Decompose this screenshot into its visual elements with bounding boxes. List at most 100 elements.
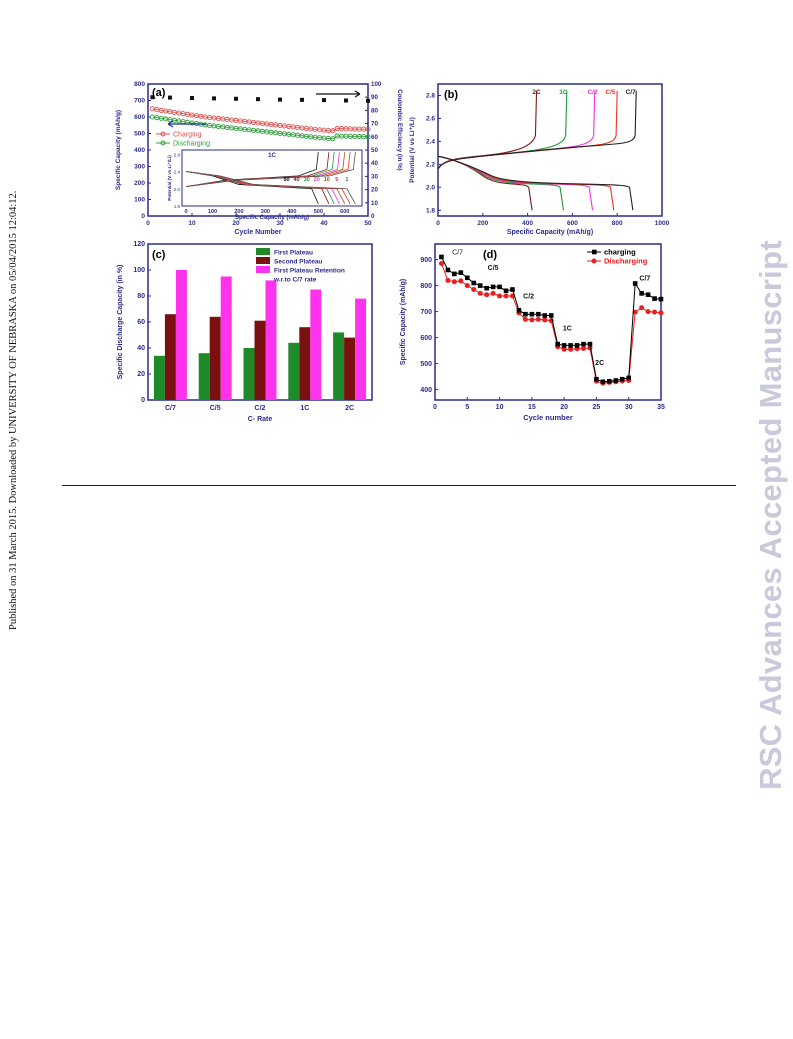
efficiency-point (278, 97, 282, 102)
x-tick-label: 20 (560, 404, 568, 411)
charging-point (652, 296, 657, 301)
legend-label: w.r.to C/7 rate (273, 277, 317, 284)
inset-cycle-label: 30 (304, 177, 310, 183)
efficiency-point (234, 96, 238, 101)
y-tick-label: 2.4 (426, 138, 435, 145)
left-axis-arrow (167, 120, 206, 128)
page-divider (62, 485, 736, 486)
y-tick-label: 0 (141, 213, 145, 220)
y2-tick-label: 20 (371, 187, 378, 194)
x-axis-label: Cycle number (523, 413, 573, 422)
y2-tick-label: 70 (371, 121, 378, 128)
charging-point (536, 311, 541, 317)
bar (310, 289, 322, 400)
y-tick-label: 2.2 (426, 161, 435, 168)
y2-tick-label: 50 (371, 147, 378, 154)
curve-label: 1C (559, 89, 568, 96)
charging-point (529, 311, 535, 317)
bar (254, 320, 266, 400)
efficiency-point (256, 97, 260, 102)
y-tick-label: 0 (141, 397, 145, 404)
charging-point (594, 376, 599, 382)
discharging-point (477, 290, 483, 296)
charging-point (574, 343, 580, 348)
x-tick-label: 400 (522, 220, 533, 227)
legend-label: Second Plateau (274, 259, 322, 266)
x-tick-label: 0 (146, 220, 150, 227)
y-tick-label: 700 (420, 309, 432, 316)
inset-cycle-label: 20 (314, 177, 320, 183)
panel-label: (d) (483, 249, 497, 261)
y2-tick-label: 40 (371, 160, 378, 167)
charging-point (471, 280, 477, 286)
legend-marker (160, 131, 166, 137)
y-tick-label: 200 (134, 180, 145, 187)
charging-point (510, 287, 515, 292)
charging-point (365, 126, 371, 132)
inset-cycle-label: 1 (345, 177, 348, 183)
efficiency-point (212, 96, 216, 101)
panel-label: (b) (444, 89, 458, 101)
legend-marker (160, 140, 166, 146)
discharging-point (464, 283, 470, 289)
discharging-point (658, 310, 664, 316)
legend-label: Charging (173, 132, 202, 139)
charging-point (477, 283, 483, 288)
discharging-point (542, 317, 548, 323)
charging-point (542, 313, 548, 318)
y-tick-label: 700 (134, 98, 145, 105)
efficiency-point (322, 98, 326, 103)
charging-point (484, 285, 489, 291)
discharging-point (561, 346, 567, 352)
y-tick-label: 500 (134, 131, 145, 138)
charging-point (600, 379, 606, 385)
discharging-point (497, 293, 503, 299)
panel-b-voltage-profile-chart: (b) 0 200 400 600 800 1000 1.8 2.0 2.2 2.4 2.6 2.8 Sp… (409, 83, 670, 236)
x-axis-label: Cycle Number (234, 229, 281, 236)
plot-frame (437, 83, 663, 217)
charging-point (658, 296, 664, 302)
charging-point (639, 291, 644, 296)
curve-label: 2C (532, 89, 541, 96)
accepted-manuscript-watermark: RSC Advances Accepted Manuscript (753, 240, 788, 790)
y-tick-label: 1.8 (426, 207, 435, 214)
charge-curve (437, 90, 538, 170)
rate-label: C/5 (488, 265, 499, 272)
inset-x-tick-label: 200 (234, 209, 243, 215)
x-tick-label: 200 (477, 220, 488, 227)
bar (243, 348, 255, 400)
y-axis-label: Specific Discharge Capacity (in %) (117, 265, 124, 380)
charging-point (613, 378, 619, 383)
discharging-point (458, 278, 464, 284)
y-tick-label: 2.8 (426, 92, 435, 99)
discharging-point (445, 277, 451, 283)
discharge-curve (437, 155, 634, 211)
discharging-point (451, 279, 457, 285)
discharging-point (438, 261, 444, 266)
inset-x-tick-label: 300 (261, 209, 270, 215)
discharging-point (365, 134, 371, 140)
x-tick-label: C/5 (210, 405, 221, 412)
x-tick-label: 0 (433, 404, 437, 411)
rate-label: 2C (595, 360, 604, 367)
bar (265, 280, 277, 400)
inset-cycle-label: 5 (335, 177, 338, 183)
charging-point (548, 313, 554, 318)
y-axis-label: Specific Capacity (mAh/g) (115, 110, 122, 190)
discharging-point (652, 309, 658, 315)
x-tick-label: 30 (625, 404, 633, 411)
x-tick-label: 50 (364, 220, 372, 227)
y-tick-label: 100 (133, 267, 145, 274)
inset-y-axis-label: Potential (V vs Li⁺/Li) (167, 155, 172, 201)
x-tick-label: 0 (436, 220, 440, 227)
charging-point (568, 343, 573, 348)
y-tick-label: 20 (137, 371, 145, 378)
y-tick-label: 800 (420, 283, 432, 290)
bar (344, 337, 356, 400)
charging-point (490, 284, 496, 290)
y-tick-label: 500 (420, 361, 432, 368)
efficiency-point (168, 95, 172, 100)
x-tick-label: 2C (345, 405, 354, 412)
charging-point (439, 254, 444, 260)
publication-note: Published on 31 March 2015. Downloaded b… (8, 190, 19, 630)
